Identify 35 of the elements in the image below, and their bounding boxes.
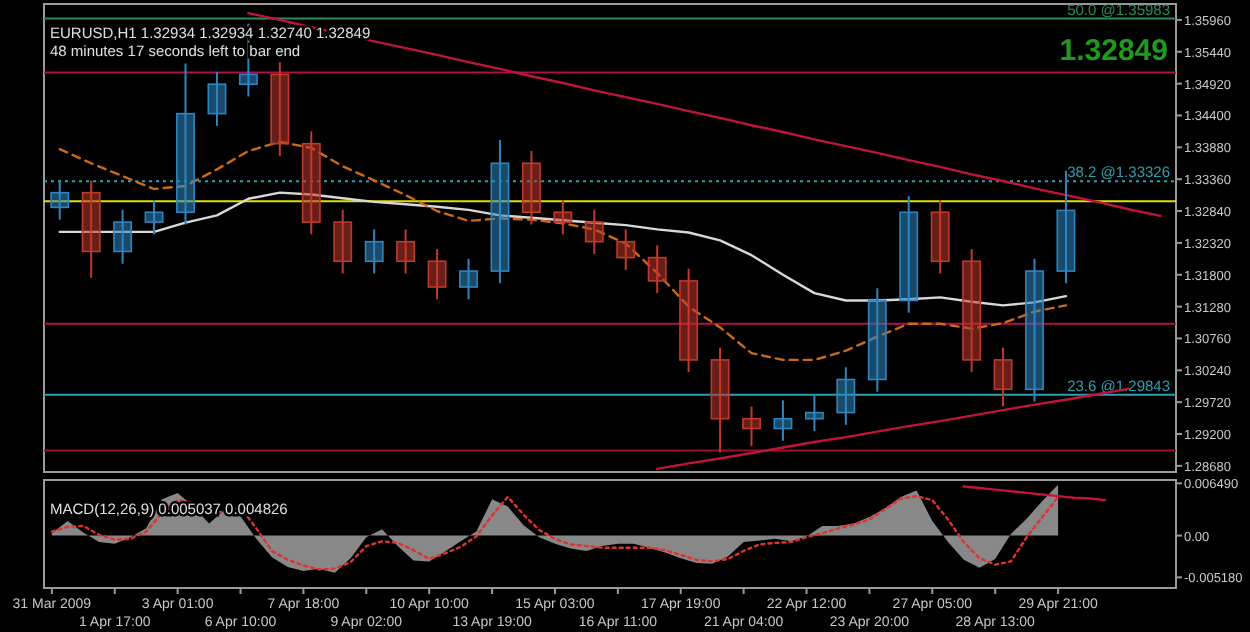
candlestick [930, 199, 950, 275]
candlestick [616, 228, 636, 271]
candlestick [427, 248, 447, 301]
candlestick [1025, 257, 1044, 403]
candlestick [113, 208, 133, 265]
candlestick [962, 248, 982, 374]
candlestick [270, 61, 290, 157]
candlestick [899, 195, 919, 314]
candlestick [144, 199, 164, 236]
candlestick [50, 179, 70, 221]
candlestick [207, 70, 227, 127]
candlestick [679, 267, 699, 374]
candlestick [710, 346, 730, 454]
candlestick [553, 199, 573, 236]
line-series [58, 191, 1068, 307]
candlestick [804, 393, 824, 432]
candlestick [490, 138, 510, 285]
candlestick [396, 228, 416, 275]
candlestick [176, 62, 195, 226]
candlestick [647, 244, 667, 295]
candlestick [742, 405, 761, 448]
candlestick [81, 179, 101, 279]
candlestick [993, 346, 1013, 408]
candlestick [301, 130, 321, 236]
line-series [58, 140, 1068, 362]
candlestick [867, 287, 887, 393]
candlestick [584, 208, 604, 255]
candlestick [459, 257, 478, 301]
candlestick [333, 208, 353, 275]
annotation: 1.32849 [1059, 34, 1168, 68]
candlestick [773, 399, 793, 442]
candlestick [836, 366, 856, 426]
line-series [962, 485, 1107, 502]
candlestick [364, 228, 384, 275]
candlestick [521, 150, 541, 226]
